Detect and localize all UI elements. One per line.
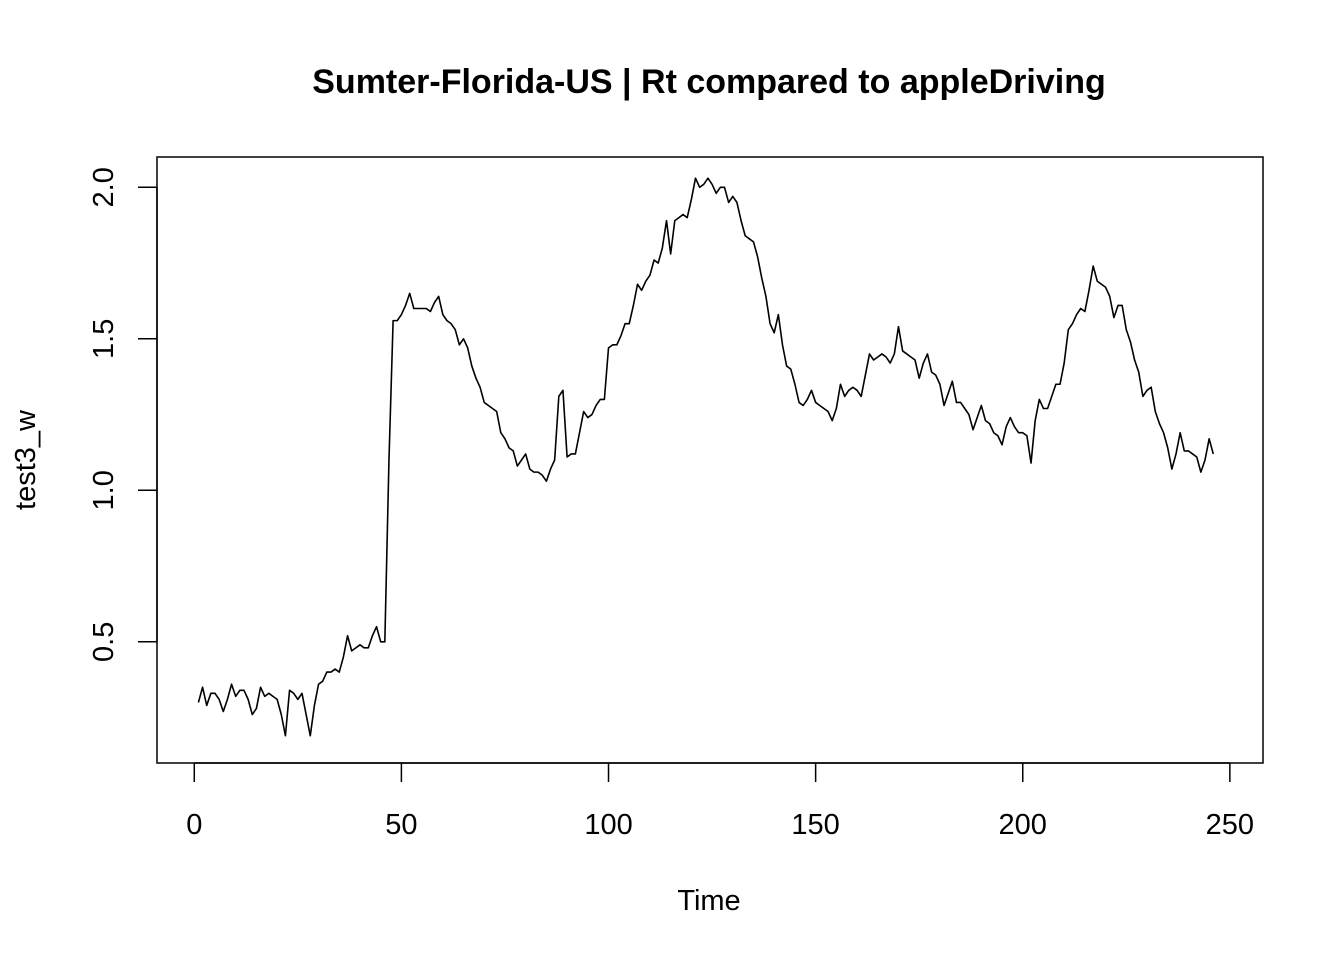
x-tick-label: 250 xyxy=(1206,809,1254,841)
x-axis-label: Time xyxy=(677,885,740,917)
plot-frame xyxy=(156,156,1264,764)
y-tick-label: 1.0 xyxy=(88,470,120,510)
x-tick-label: 50 xyxy=(385,809,417,841)
y-axis-label: test3_w xyxy=(10,409,42,510)
y-tick-label: 2.0 xyxy=(88,167,120,207)
x-tick-label: 100 xyxy=(584,809,632,841)
series-line xyxy=(197,177,1215,737)
x-tick-label: 200 xyxy=(999,809,1047,841)
y-tick-label: 0.5 xyxy=(88,622,120,662)
x-tick-label: 150 xyxy=(791,809,839,841)
series-layer xyxy=(197,177,1215,737)
chart-title: Sumter-Florida-US | Rt compared to apple… xyxy=(312,63,1106,101)
y-axis: 0.5 1.0 1.5 2.0 xyxy=(88,167,158,662)
x-axis: 0 50 100 150 200 250 xyxy=(186,762,1254,841)
y-tick-label: 1.5 xyxy=(88,319,120,359)
x-tick-label: 0 xyxy=(186,809,202,841)
